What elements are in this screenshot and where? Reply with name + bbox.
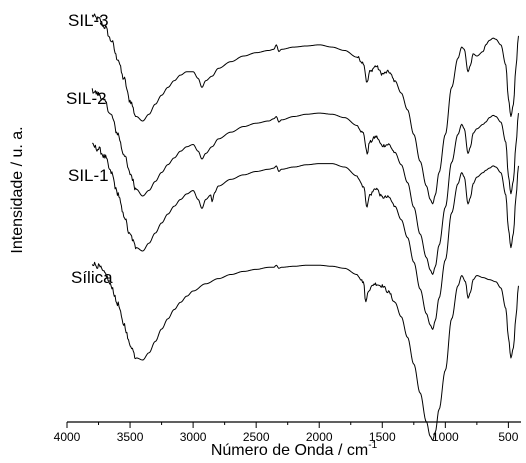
- x-tick-label: 1000: [432, 430, 459, 444]
- series-labels: SIL-3 SIL-2 SIL-1 Sílica: [66, 11, 113, 287]
- x-tick-label: 4000: [54, 430, 81, 444]
- series-label-1: SIL-3: [68, 11, 109, 30]
- x-tick-label: 500: [498, 430, 518, 444]
- series-label-3: SIL-1: [68, 166, 109, 185]
- x-tick-label: 3000: [180, 430, 207, 444]
- x-tick-label: 1500: [369, 430, 396, 444]
- series-line-1: [91, 13, 519, 205]
- series-label-4: Sílica: [71, 268, 113, 287]
- series-line-2: [91, 88, 519, 275]
- series-line-4: [91, 261, 519, 441]
- x-tick-label: 2500: [243, 430, 270, 444]
- x-axis: 4000 3500 3000 2500 2000 1500 1000 500: [54, 421, 521, 444]
- x-axis-label: Número de Onda / cm-1: [211, 440, 378, 459]
- x-tick-label: 2000: [306, 430, 333, 444]
- y-axis-label: Intensidade / u. a.: [9, 126, 26, 253]
- x-tick-label: 3500: [117, 430, 144, 444]
- spectra-curves: [91, 13, 519, 441]
- series-line-3: [92, 142, 519, 330]
- series-label-2: SIL-2: [66, 89, 107, 108]
